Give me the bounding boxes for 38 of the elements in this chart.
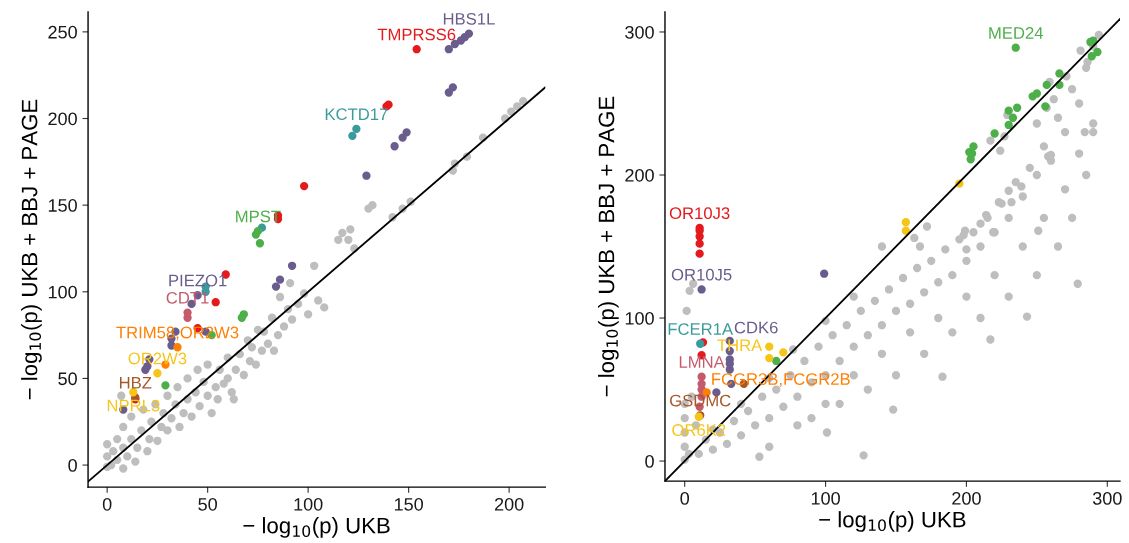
- series-label: TMPRSS6: [377, 28, 456, 41]
- x-axis-title: − log$_{10}$(p) UKB: [243, 517, 390, 538]
- series-label: MED24: [989, 27, 1044, 39]
- series-label: PIEZO1: [169, 274, 227, 287]
- x-tick-label: 0: [680, 491, 690, 505]
- x-tick-label: 200: [494, 497, 524, 511]
- series-label: FCER1A: [668, 323, 734, 335]
- series-label: OR10J3: [669, 207, 730, 220]
- y-tick-label: 200: [625, 168, 654, 182]
- series-label: CDT1: [166, 291, 209, 304]
- y-tick-label: 50: [58, 372, 77, 386]
- x-tick-label: 150: [394, 497, 423, 511]
- x-tick-label: 0: [102, 497, 112, 511]
- y-tick-label: 0: [645, 455, 654, 468]
- y-tick-label: 100: [625, 311, 654, 325]
- series-label: HBS1L: [443, 12, 495, 25]
- x-tick-label: 200: [952, 491, 981, 505]
- series-label: GSDMC: [670, 394, 731, 407]
- y-tick-label: 250: [48, 25, 77, 39]
- y-axis-title: − log$_{10}$(p) UKB + BBJ + PAGE: [598, 96, 619, 397]
- series-label: CDK6: [734, 321, 778, 334]
- y-axis-title: − log$_{10}$(p) UKB + BBJ + PAGE: [21, 99, 42, 400]
- x-axis-title: − log$_{10}$(p) UKB: [819, 511, 966, 532]
- series-label: KCTD17: [325, 108, 388, 121]
- y-tick-label: 200: [48, 112, 77, 126]
- y-tick-label: 300: [625, 25, 654, 39]
- y-tick-label: 150: [48, 199, 77, 212]
- x-tick-label: 100: [811, 491, 840, 505]
- x-tick-label: 50: [198, 497, 217, 511]
- series-label: HBZ: [119, 377, 152, 389]
- x-tick-label: 300: [1092, 491, 1122, 505]
- series-label: THRA: [717, 339, 763, 351]
- series-label: OR10J5: [671, 268, 732, 281]
- x-tick-label: 100: [294, 497, 323, 511]
- y-tick-label: 0: [68, 459, 77, 472]
- series-label: LMNA: [679, 356, 725, 368]
- series-label: NPRL3: [107, 399, 160, 412]
- y-tick-label: 100: [48, 285, 77, 299]
